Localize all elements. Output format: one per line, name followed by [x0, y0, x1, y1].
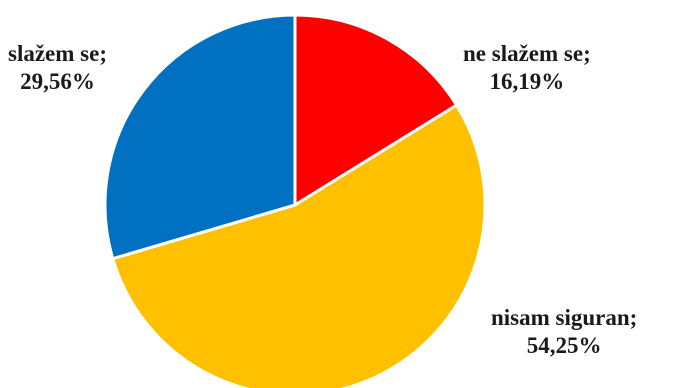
slice-label-nisam-siguran: nisam siguran; 54,25%	[491, 304, 637, 360]
slice-label-value: 16,19%	[489, 69, 565, 94]
pie-slice-nisam-siguran	[111, 103, 487, 388]
slice-label-name: ne slažem se;	[463, 41, 591, 66]
slice-label-name: nisam siguran;	[491, 305, 638, 330]
slice-label-slazem-se: slažem se; 29,56%	[8, 40, 107, 96]
pie-slice-ne-slažem-se	[293, 13, 459, 207]
slice-label-name: slažem se;	[8, 41, 107, 66]
slice-label-value: 29,56%	[20, 69, 95, 94]
pie-slice-slažem-se	[103, 13, 297, 261]
slice-label-ne-slazem-se: ne slažem se; 16,19%	[463, 40, 591, 96]
slice-label-value: 54,25%	[526, 333, 602, 358]
